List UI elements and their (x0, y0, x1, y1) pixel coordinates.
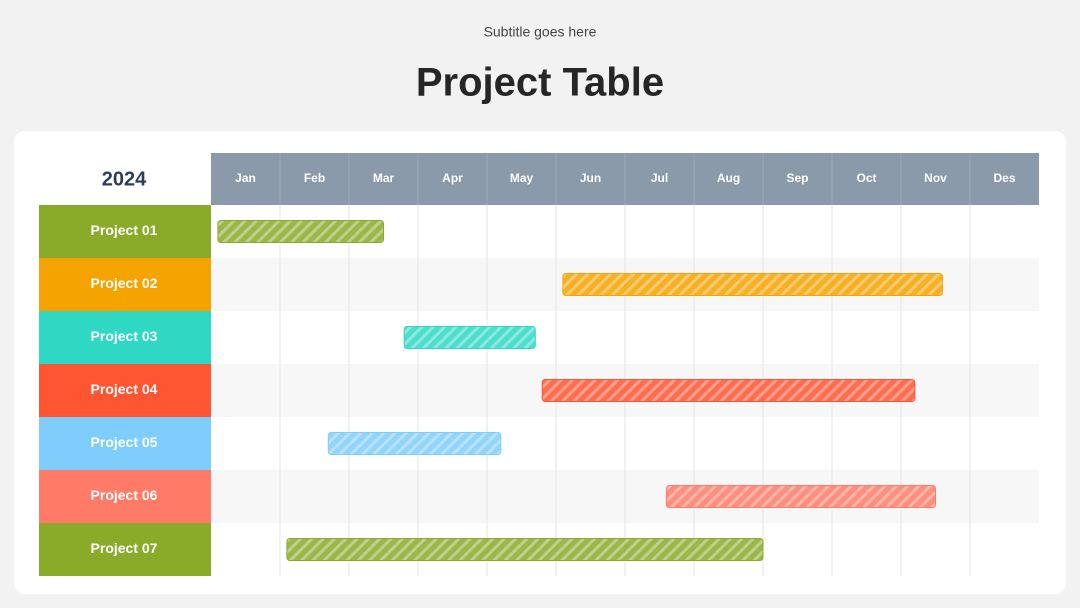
month-label: Feb (304, 171, 325, 185)
month-label: May (510, 171, 534, 185)
year-label: 2024 (102, 168, 147, 190)
task-label: Project 06 (91, 487, 158, 503)
task-label-cell (39, 417, 211, 470)
month-label: Mar (373, 171, 395, 185)
task-label-cell (39, 364, 211, 417)
task-label: Project 07 (91, 540, 158, 556)
month-label: Jun (580, 171, 601, 185)
month-label: Jul (651, 171, 668, 185)
task-bar (217, 220, 384, 243)
month-label: Oct (856, 171, 876, 185)
month-label: Sep (786, 171, 808, 185)
task-label: Project 05 (91, 434, 158, 450)
month-label: Jan (235, 171, 256, 185)
task-bar (541, 379, 916, 402)
task-label-cell (39, 470, 211, 523)
task-label: Project 04 (91, 381, 158, 397)
task-label-cell (39, 523, 211, 576)
task-bar (403, 326, 536, 349)
task-label: Project 01 (91, 222, 158, 238)
task-bar (665, 485, 937, 508)
title: Project Table (416, 61, 664, 105)
task-label: Project 03 (91, 328, 158, 344)
task-label: Project 02 (91, 275, 158, 291)
subtitle: Subtitle goes here (484, 24, 597, 40)
task-bar (327, 432, 502, 455)
month-label: Des (993, 171, 1015, 185)
task-label-cell (39, 258, 211, 311)
month-label: Apr (442, 171, 463, 185)
task-bar (286, 538, 764, 561)
task-label-cell (39, 205, 211, 258)
task-label-cell (39, 311, 211, 364)
task-bar (562, 273, 943, 296)
month-label: Aug (717, 171, 740, 185)
month-label: Nov (924, 171, 947, 185)
